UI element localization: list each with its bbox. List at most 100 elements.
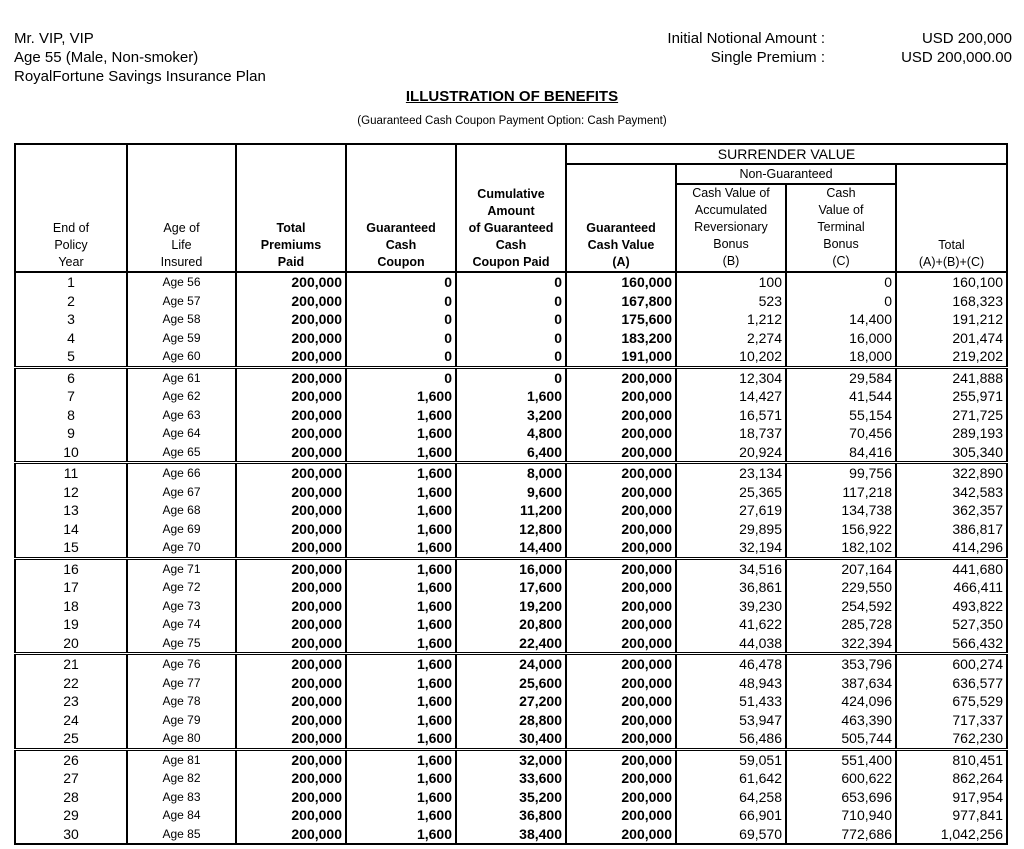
cell-age: Age 73 (126, 596, 237, 615)
cell-total-premiums: 200,000 (235, 673, 347, 692)
cell-total: 441,680 (895, 556, 1008, 578)
cell-guaranteed-coupon: 1,600 (345, 424, 457, 443)
cell-cumulative-coupon: 28,800 (455, 710, 567, 729)
cell-policy-year: 20 (14, 633, 128, 654)
cell-guaranteed-coupon: 1,600 (345, 747, 457, 769)
cell-total-premiums: 200,000 (235, 729, 347, 749)
cell-terminal-bonus: 207,164 (785, 556, 897, 578)
cell-total-premiums: 200,000 (235, 824, 347, 845)
cell-total-premiums: 200,000 (235, 461, 347, 483)
cell-cumulative-coupon: 25,600 (455, 673, 567, 692)
column-header-guaranteed-coupon: Guaranteed Cash Coupon (345, 143, 457, 273)
premium-label: Single Premium : (710, 49, 825, 66)
cell-age: Age 59 (126, 328, 237, 347)
cell-policy-year: 29 (14, 806, 128, 825)
cell-reversionary-bonus: 25,365 (675, 482, 787, 501)
column-header-cumulative-coupon: Cumulative Amount of Guaranteed Cash Coupon … (455, 143, 567, 273)
cell-policy-year: 23 (14, 692, 128, 711)
cell-total-premiums: 200,000 (235, 482, 347, 501)
cell-reversionary-bonus: 61,642 (675, 769, 787, 788)
cell-policy-year: 15 (14, 538, 128, 558)
cell-total: 160,100 (895, 272, 1008, 292)
cell-cumulative-coupon: 33,600 (455, 769, 567, 788)
cell-policy-year: 1 (14, 272, 128, 292)
header-line: (A) (612, 255, 630, 269)
cell-cumulative-coupon: 1,600 (455, 387, 567, 406)
cell-total: 810,451 (895, 747, 1008, 769)
header-line: Cash Value (587, 238, 655, 252)
cell-reversionary-bonus: 46,478 (675, 652, 787, 674)
cell-policy-year: 27 (14, 769, 128, 788)
cell-total: 271,725 (895, 405, 1008, 424)
cell-total-premiums: 200,000 (235, 501, 347, 520)
header-line: Cash Value of (692, 186, 770, 200)
cell-age: Age 74 (126, 615, 237, 634)
cell-cumulative-coupon: 24,000 (455, 652, 567, 674)
cell-total: 762,230 (895, 729, 1008, 749)
cell-reversionary-bonus: 53,947 (675, 710, 787, 729)
cell-guaranteed-coupon: 0 (345, 272, 457, 292)
cell-age: Age 85 (126, 824, 237, 845)
cell-age: Age 67 (126, 482, 237, 501)
cell-cumulative-coupon: 22,400 (455, 633, 567, 654)
cell-total: 322,890 (895, 461, 1008, 483)
header-line: Accumulated (694, 203, 768, 217)
cell-reversionary-bonus: 36,861 (675, 578, 787, 597)
header-line: (C) (832, 254, 850, 268)
cell-total: 342,583 (895, 482, 1008, 501)
header-line: Bonus (823, 237, 859, 251)
cell-policy-year: 19 (14, 615, 128, 634)
table-row: 16 Age 71 200,000 1,600 16,000 200,000 34,516 2… (14, 556, 1008, 578)
cell-total: 466,411 (895, 578, 1008, 597)
cell-guaranteed-cash-value: 175,600 (565, 310, 677, 329)
cell-terminal-bonus: 18,000 (785, 347, 897, 367)
cell-total-premiums: 200,000 (235, 291, 347, 310)
header-line: Year (58, 255, 84, 269)
cell-reversionary-bonus: 18,737 (675, 424, 787, 443)
cell-total-premiums: 200,000 (235, 310, 347, 329)
notional-value: USD 200,000 (921, 30, 1012, 47)
cell-cumulative-coupon: 12,800 (455, 519, 567, 538)
cell-policy-year: 24 (14, 710, 128, 729)
cell-cumulative-coupon: 0 (455, 347, 567, 367)
cell-guaranteed-cash-value: 200,000 (565, 769, 677, 788)
cell-total: 636,577 (895, 673, 1008, 692)
cell-age: Age 77 (126, 673, 237, 692)
cell-guaranteed-coupon: 1,600 (345, 501, 457, 520)
cell-guaranteed-coupon: 0 (345, 291, 457, 310)
cell-age: Age 83 (126, 787, 237, 806)
cell-guaranteed-cash-value: 200,000 (565, 787, 677, 806)
cell-reversionary-bonus: 41,622 (675, 615, 787, 634)
cell-total-premiums: 200,000 (235, 538, 347, 558)
cell-guaranteed-cash-value: 200,000 (565, 747, 677, 769)
cell-age: Age 57 (126, 291, 237, 310)
cell-total-premiums: 200,000 (235, 519, 347, 538)
cell-terminal-bonus: 84,416 (785, 442, 897, 463)
header-line: Bonus (713, 237, 749, 251)
cell-cumulative-coupon: 0 (455, 291, 567, 310)
cell-cumulative-coupon: 4,800 (455, 424, 567, 443)
cell-guaranteed-cash-value: 200,000 (565, 538, 677, 558)
table-row: 28 Age 83 200,000 1,600 35,200 200,000 64,258 6… (14, 787, 1008, 806)
cell-guaranteed-cash-value: 200,000 (565, 365, 677, 387)
cell-terminal-bonus: 772,686 (785, 824, 897, 845)
cell-total: 305,340 (895, 442, 1008, 463)
cell-policy-year: 5 (14, 347, 128, 367)
cell-age: Age 61 (126, 365, 237, 387)
cell-policy-year: 26 (14, 747, 128, 769)
header-line: Cash (385, 238, 417, 252)
cell-policy-year: 16 (14, 556, 128, 578)
cell-guaranteed-coupon: 1,600 (345, 538, 457, 558)
plan-name: RoyalFortune Savings Insurance Plan (14, 68, 266, 85)
header-line: (B) (722, 254, 740, 268)
cell-guaranteed-coupon: 0 (345, 328, 457, 347)
cell-total-premiums: 200,000 (235, 692, 347, 711)
cell-age: Age 84 (126, 806, 237, 825)
cell-terminal-bonus: 710,940 (785, 806, 897, 825)
cell-guaranteed-cash-value: 200,000 (565, 729, 677, 749)
cell-total: 566,432 (895, 633, 1008, 654)
cell-total-premiums: 200,000 (235, 769, 347, 788)
cell-guaranteed-coupon: 0 (345, 347, 457, 367)
cell-guaranteed-coupon: 0 (345, 365, 457, 387)
cell-guaranteed-cash-value: 200,000 (565, 710, 677, 729)
